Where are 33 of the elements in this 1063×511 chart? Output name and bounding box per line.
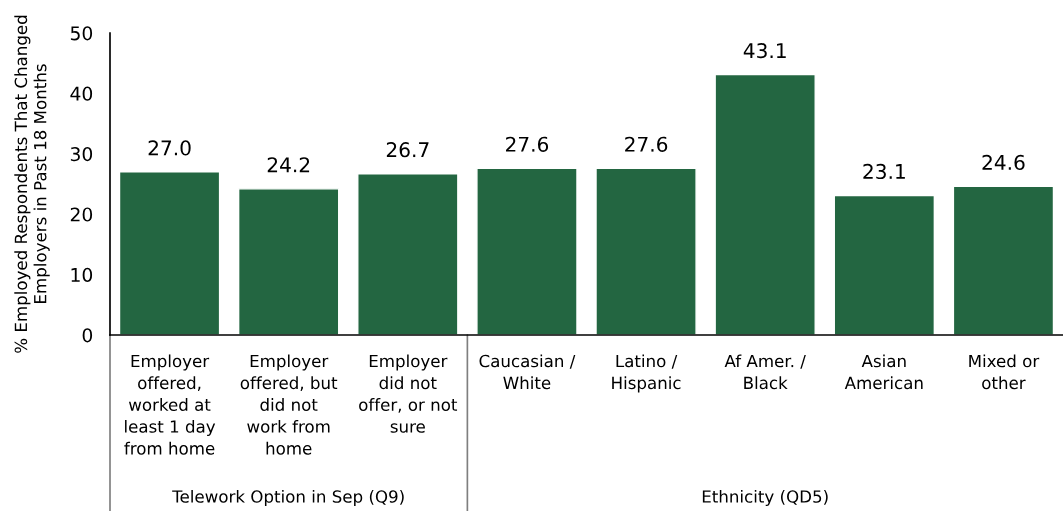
bar bbox=[952, 185, 1055, 335]
x-tick-label: Employer offered, but did not work from home bbox=[240, 354, 338, 455]
bar bbox=[357, 173, 459, 335]
data-label: 23.1 bbox=[863, 163, 905, 180]
text: Telework Option in Sep (Q9) bbox=[172, 489, 404, 507]
x-tick-label: Asian American bbox=[844, 354, 923, 390]
data-label: 24.6 bbox=[982, 154, 1025, 171]
bar bbox=[476, 167, 578, 335]
x-tick-label: Caucasian / White bbox=[479, 354, 576, 390]
y-tick-label: 0 bbox=[82, 328, 93, 343]
y-axis-title: % Employed Respondents That Changed Employers in Past 18 Months bbox=[14, 15, 50, 353]
data-label: 26.7 bbox=[386, 142, 429, 158]
data-label: 24.2 bbox=[267, 157, 310, 173]
x-tick-label: Latino / Hispanic bbox=[612, 354, 681, 393]
data-label: 27.0 bbox=[148, 140, 191, 156]
bar bbox=[237, 188, 340, 335]
y-tick-label: 30 bbox=[70, 147, 93, 162]
bar bbox=[714, 73, 816, 335]
bar bbox=[595, 167, 697, 335]
x-tick-label: Employer did not offer, or not sure bbox=[359, 354, 458, 433]
x-tick-label: Employer offered, worked at least 1 day from home bbox=[124, 354, 216, 455]
bar bbox=[118, 171, 221, 335]
bar bbox=[833, 194, 936, 335]
y-tick-label: 40 bbox=[70, 86, 93, 101]
data-label: 43.1 bbox=[743, 43, 786, 59]
y-tick-label: 50 bbox=[70, 26, 93, 41]
x-tick-label: Mixed or other bbox=[969, 354, 1040, 390]
data-label: 27.6 bbox=[505, 136, 549, 152]
text: Ethnicity (QD5) bbox=[702, 489, 828, 507]
y-tick-label: 20 bbox=[70, 207, 93, 222]
data-label: 27.6 bbox=[625, 136, 668, 152]
x-tick-label: Af Amer. / Black bbox=[724, 354, 806, 390]
y-tick-label: 10 bbox=[71, 267, 93, 282]
